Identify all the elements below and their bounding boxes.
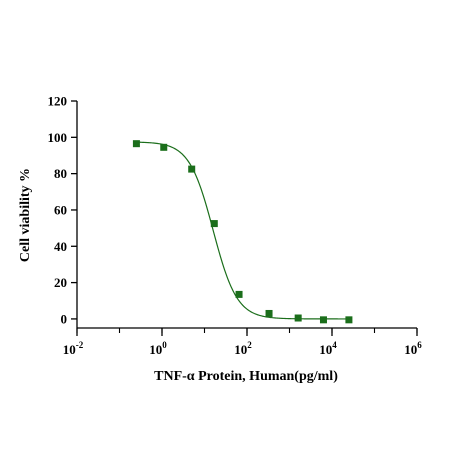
- x-tick-label: 102: [234, 340, 252, 357]
- fit-curve: [136, 141, 349, 320]
- y-tick-label: 120: [48, 94, 68, 109]
- data-points: [132, 140, 353, 324]
- y-tick-label: 60: [54, 202, 67, 217]
- data-point: [132, 140, 140, 148]
- x-tick-label: 10-2: [63, 340, 84, 357]
- y-tick-label: 40: [54, 239, 67, 254]
- y-axis-title: Cell viability %: [18, 168, 33, 262]
- y-axis: 0 20 40 60 80 100 120: [48, 94, 78, 328]
- data-point: [210, 220, 218, 228]
- data-point: [188, 165, 196, 173]
- y-tick-label: 100: [48, 130, 68, 145]
- y-tick-label: 80: [54, 166, 67, 181]
- data-point: [160, 143, 168, 151]
- data-point: [294, 314, 302, 322]
- data-point: [265, 309, 273, 317]
- data-point: [345, 316, 353, 324]
- y-tick-label: 20: [54, 275, 67, 290]
- x-axis: 10-2 100 102 104 106: [63, 327, 422, 357]
- y-tick-label: 0: [61, 311, 68, 326]
- data-point: [235, 290, 243, 298]
- x-tick-label: 100: [149, 340, 167, 357]
- data-point: [319, 316, 327, 324]
- x-tick-label: 104: [319, 340, 337, 357]
- x-tick-label: 106: [404, 340, 422, 357]
- x-axis-title: TNF-α Protein, Human(pg/ml): [154, 369, 338, 384]
